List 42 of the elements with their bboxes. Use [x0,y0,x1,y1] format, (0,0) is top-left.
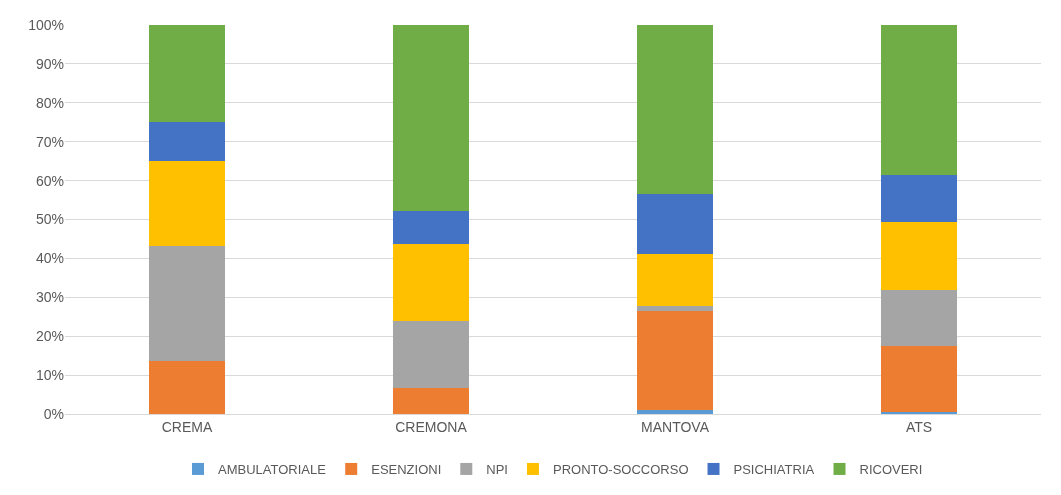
bar [637,409,713,414]
legend-label: NPI [486,462,508,478]
x-tick-label: MANTOVA [641,418,710,435]
bar [881,174,957,222]
bar [637,25,713,194]
legend-label: PRONTO-SOCCORSO [552,462,689,478]
y-tick-label: 50% [35,211,64,228]
bar [881,345,957,412]
bar [393,320,469,389]
y-tick-label: 20% [35,328,64,345]
x-tick-label: CREMONA [395,418,468,435]
bar [881,290,957,346]
bar [637,193,713,255]
bar [881,221,957,291]
legend-label: AMBULATORIALE [218,462,327,478]
y-tick-label: 60% [35,172,64,189]
y-tick-label: 0% [43,405,64,422]
x-tick-label: CREMA [161,418,213,435]
bar [637,306,713,312]
bar [393,244,469,321]
bar [393,388,469,414]
bar [149,122,225,161]
y-tick-label: 90% [35,55,64,72]
bar [393,211,469,245]
legend-label: PSICHIATRIA [733,462,815,478]
bar [149,25,225,123]
bar [637,254,713,307]
y-tick-label: 40% [35,250,64,267]
bar [637,311,713,410]
bar [149,361,225,414]
x-tick-label: ATS [905,418,933,435]
bar [881,25,957,175]
legend-label: ESENZIONI [371,462,442,478]
bar [393,25,469,212]
bar [149,245,225,362]
y-tick-label: 100% [28,16,64,33]
bar [149,160,225,246]
y-tick-label: 80% [35,94,64,111]
legend-label: RICOVERI [859,462,923,478]
y-tick-label: 30% [35,289,64,306]
y-tick-label: 70% [35,133,64,150]
y-tick-label: 10% [35,367,64,383]
